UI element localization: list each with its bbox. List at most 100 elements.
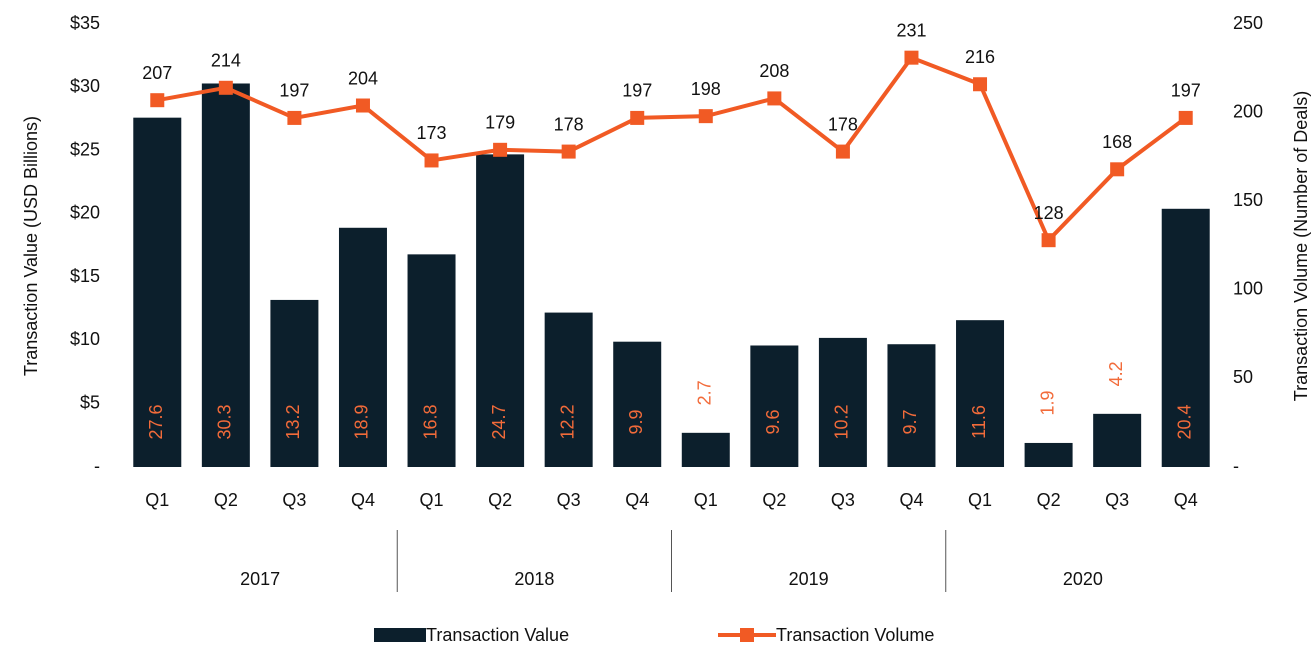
line-value-label: 197 [622, 81, 652, 101]
line-marker [493, 142, 508, 157]
line-marker [835, 144, 850, 159]
bar [887, 344, 936, 467]
bar [544, 312, 593, 467]
line-marker [904, 50, 919, 65]
legend-swatch [740, 628, 754, 642]
bar [818, 337, 867, 467]
group-label: 2017 [240, 569, 280, 589]
y2-tick-label: 150 [1233, 190, 1263, 210]
x-tick-label: Q4 [899, 490, 923, 510]
line-marker [150, 93, 165, 108]
bar-value-label: 16.8 [420, 404, 440, 439]
bar-value-label: 2.7 [695, 380, 715, 405]
bar-value-label: 4.2 [1106, 361, 1126, 386]
bar-value-label: 13.2 [283, 404, 303, 439]
bar [613, 341, 662, 467]
line-value-label: 128 [1034, 203, 1064, 223]
line-value-label: 208 [759, 61, 789, 81]
bar-value-label: 30.3 [215, 404, 235, 439]
line-marker [424, 153, 439, 168]
bar [681, 432, 730, 467]
line-marker [973, 77, 988, 92]
y2-tick-label: 200 [1233, 101, 1263, 121]
line-value-label: 168 [1102, 132, 1132, 152]
line-value-label: 173 [417, 123, 447, 143]
x-tick-label: Q1 [145, 490, 169, 510]
x-tick-label: Q1 [694, 490, 718, 510]
line-value-label: 216 [965, 47, 995, 67]
x-tick-label: Q4 [1174, 490, 1198, 510]
x-tick-label: Q3 [282, 490, 306, 510]
line-marker [355, 98, 370, 113]
line [156, 55, 1187, 244]
y-tick-label: $20 [70, 203, 100, 223]
y-tick-label: $25 [70, 139, 100, 159]
x-tick-label: Q3 [1105, 490, 1129, 510]
y-tick-label: $10 [70, 329, 100, 349]
bar [476, 154, 525, 467]
y-tick-label: - [94, 456, 100, 476]
line-marker [1041, 233, 1056, 248]
bar [750, 345, 799, 467]
group-label: 2019 [789, 569, 829, 589]
bar [201, 83, 250, 467]
bar [270, 299, 319, 467]
legend-label: Transaction Volume [776, 625, 934, 645]
line-marker [767, 91, 782, 106]
bar [1024, 442, 1073, 467]
line-value-label: 178 [828, 114, 858, 134]
x-tick-label: Q2 [488, 490, 512, 510]
x-tick-label: Q1 [420, 490, 444, 510]
bar [1093, 413, 1142, 467]
bar-value-label: 18.9 [352, 404, 372, 439]
group-label: 2018 [514, 569, 554, 589]
line-value-label: 178 [554, 114, 584, 134]
y2-axis-title: Transaction Volume (Number of Deals) [1291, 91, 1311, 401]
bar-value-label: 27.6 [146, 404, 166, 439]
line-marker [287, 110, 302, 125]
y-tick-label: $15 [70, 266, 100, 286]
line-value-label: 179 [485, 113, 515, 133]
bar-value-label: 11.6 [969, 405, 989, 439]
line-marker [630, 110, 645, 125]
legend-label: Transaction Value [426, 625, 569, 645]
y2-tick-label: 50 [1233, 367, 1253, 387]
bar [133, 117, 182, 468]
line-value-label: 197 [279, 81, 309, 101]
bar-value-label: 9.7 [900, 409, 920, 434]
line-value-label: 204 [348, 68, 378, 88]
x-tick-label: Q4 [351, 490, 375, 510]
line-value-label: 197 [1171, 81, 1201, 101]
y2-tick-label: 100 [1233, 279, 1263, 299]
bar-value-label: 9.6 [763, 409, 783, 434]
x-tick-label: Q2 [1037, 490, 1061, 510]
x-tick-label: Q3 [557, 490, 581, 510]
bar [1161, 208, 1210, 467]
x-tick-label: Q3 [831, 490, 855, 510]
y-tick-label: $5 [80, 392, 100, 412]
y2-tick-label: - [1233, 456, 1239, 476]
y-tick-label: $35 [70, 13, 100, 33]
line-marker [218, 80, 233, 95]
x-tick-label: Q2 [214, 490, 238, 510]
x-tick-label: Q2 [762, 490, 786, 510]
line-value-label: 207 [142, 63, 172, 83]
group-label: 2020 [1063, 569, 1103, 589]
line-marker [1178, 110, 1193, 125]
bar [338, 227, 387, 467]
bar-value-label: 20.4 [1174, 404, 1194, 439]
x-tick-label: Q4 [625, 490, 649, 510]
line-value-label: 231 [896, 20, 926, 40]
legend-swatch [374, 628, 426, 642]
line-value-label: 214 [211, 51, 241, 71]
line-marker [698, 109, 713, 124]
x-tick-label: Q1 [968, 490, 992, 510]
y2-tick-label: 250 [1233, 13, 1263, 33]
bar-value-label: 9.9 [626, 409, 646, 434]
bar-value-label: 10.2 [832, 404, 852, 439]
y-tick-label: $30 [70, 76, 100, 96]
line-value-label: 198 [691, 79, 721, 99]
y-axis-title: Transaction Value (USD Billions) [21, 116, 41, 376]
bar [956, 320, 1005, 467]
